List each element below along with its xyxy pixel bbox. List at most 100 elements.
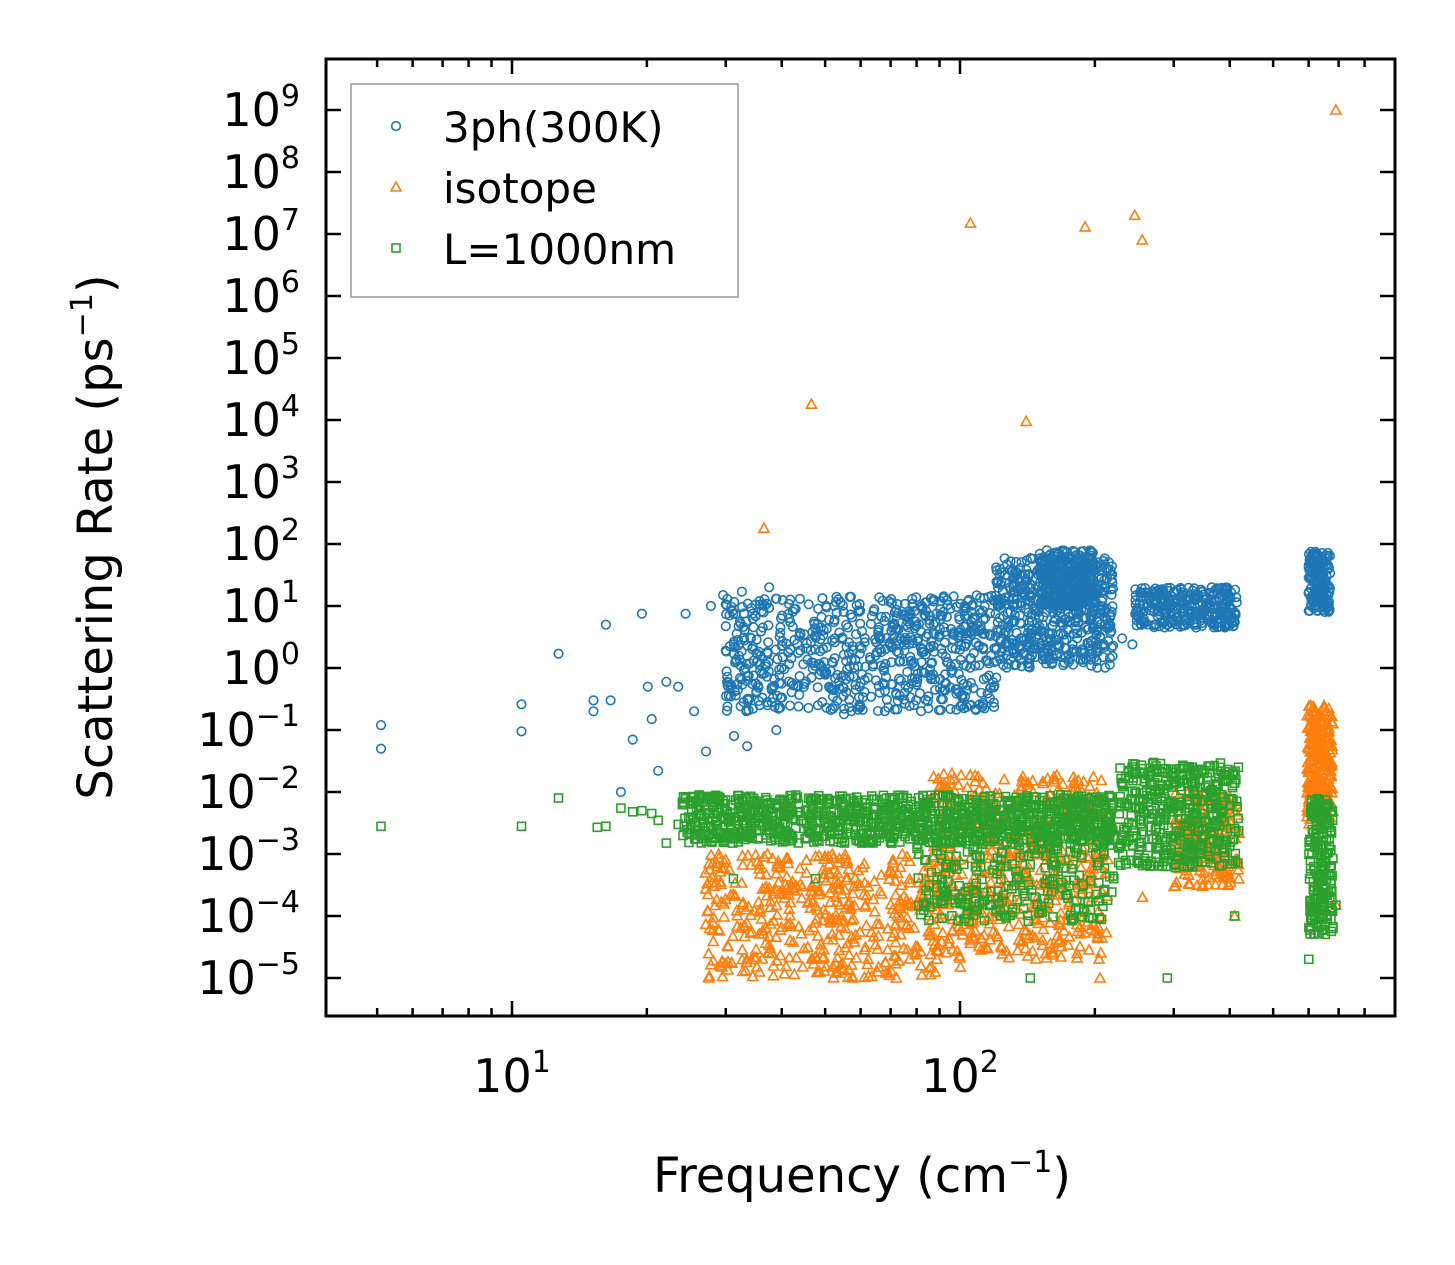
- data-point-triangle: [1135, 233, 1149, 245]
- data-point-circle: [939, 684, 950, 695]
- data-point-circle: [833, 676, 845, 687]
- data-point-circle: [1092, 642, 1103, 654]
- data-point-circle: [1014, 642, 1025, 653]
- data-point-triangle: [853, 925, 867, 937]
- data-point-circle: [756, 668, 767, 679]
- data-point-triangle: [897, 941, 911, 954]
- data-point-triangle: [793, 861, 807, 874]
- data-point-circle: [824, 682, 835, 693]
- data-point-circle: [794, 670, 805, 682]
- data-point-triangle: [1036, 922, 1050, 935]
- data-point-circle: [673, 681, 684, 692]
- data-point-circle: [775, 702, 786, 713]
- data-point-circle: [1201, 601, 1212, 612]
- data-point-circle: [936, 643, 947, 654]
- data-point-circle: [920, 611, 931, 622]
- data-point-circle: [760, 659, 772, 670]
- data-point-circle: [801, 638, 812, 649]
- data-point-circle: [731, 656, 742, 667]
- data-point-circle: [959, 691, 971, 702]
- data-point-circle: [991, 672, 1002, 683]
- data-point-circle: [995, 634, 1007, 645]
- data-point-circle: [878, 665, 890, 676]
- data-point-triangle: [889, 888, 902, 900]
- data-point-circle: [1136, 603, 1147, 615]
- data-point-circle: [1139, 582, 1151, 594]
- data-point-circle: [785, 594, 796, 605]
- data-point-circle: [615, 786, 627, 798]
- data-point-circle: [1104, 652, 1115, 664]
- data-point-circle: [994, 563, 1006, 574]
- data-point-circle: [1078, 612, 1089, 623]
- data-point-circle: [1089, 652, 1100, 663]
- data-point-triangle: [739, 903, 752, 915]
- series-3ph(300K): [375, 545, 1336, 798]
- data-point-circle: [908, 657, 919, 668]
- data-point-circle: [1305, 546, 1316, 557]
- data-point-circle: [769, 673, 780, 685]
- data-point-circle: [1085, 576, 1096, 587]
- data-point-circle: [1322, 600, 1333, 611]
- data-point-triangle: [942, 932, 956, 944]
- data-point-circle: [728, 636, 739, 648]
- data-point-circle: [766, 682, 777, 694]
- data-point-triangle: [712, 923, 726, 935]
- data-point-circle: [680, 608, 691, 619]
- data-point-circle: [955, 598, 966, 610]
- data-point-triangle: [749, 950, 763, 963]
- data-point-triangle: [781, 852, 795, 864]
- data-point-circle: [898, 694, 910, 705]
- data-point-triangle: [845, 930, 859, 942]
- data-point-circle: [978, 644, 989, 655]
- data-point-triangle: [881, 943, 895, 955]
- data-point-circle: [820, 600, 832, 612]
- data-point-circle: [734, 672, 746, 684]
- data-point-circle: [953, 668, 964, 680]
- data-point-triangle: [783, 950, 796, 963]
- data-point-circle: [1010, 569, 1021, 580]
- data-point-circle: [774, 664, 785, 675]
- data-point-triangle: [705, 875, 719, 888]
- data-point-triangle: [885, 930, 899, 942]
- data-point-triangle: [704, 848, 718, 860]
- data-point-circle: [1093, 572, 1104, 583]
- data-point-circle: [772, 654, 783, 665]
- data-point-circle: [790, 603, 801, 615]
- data-point-circle: [1005, 606, 1016, 618]
- data-point-circle: [1303, 605, 1314, 616]
- data-point-triangle: [759, 936, 773, 949]
- data-point-triangle: [922, 855, 936, 868]
- data-point-circle: [934, 631, 945, 642]
- data-point-circle: [747, 678, 758, 690]
- data-point-circle: [999, 577, 1011, 589]
- data-point-circle: [1131, 605, 1142, 617]
- data-point-circle: [1205, 600, 1216, 612]
- data-point-triangle: [842, 862, 855, 875]
- data-point-circle: [838, 709, 850, 720]
- data-point-triangle: [782, 883, 796, 896]
- data-point-circle: [879, 685, 891, 696]
- data-point-circle: [794, 593, 806, 605]
- data-point-circle: [605, 695, 616, 706]
- data-point-circle: [812, 682, 823, 693]
- data-point-triangle: [740, 916, 754, 928]
- data-point-circle: [892, 704, 903, 715]
- data-point-triangle: [1002, 919, 1016, 932]
- data-point-triangle: [858, 970, 871, 983]
- data-point-triangle: [757, 927, 770, 939]
- data-point-circle: [792, 681, 804, 692]
- data-point-triangle: [1082, 943, 1096, 955]
- data-point-circle: [1148, 595, 1159, 607]
- data-point-triangle: [889, 935, 902, 948]
- data-point-circle: [1036, 625, 1047, 636]
- data-point-triangle: [825, 927, 839, 940]
- data-point-circle: [1139, 617, 1150, 628]
- data-point-triangle: [954, 960, 967, 972]
- data-point-circle: [874, 592, 885, 603]
- data-point-circle: [375, 743, 387, 754]
- data-point-circle: [918, 646, 930, 657]
- data-point-circle: [844, 591, 855, 602]
- data-point-circle: [854, 606, 865, 617]
- data-point-circle: [752, 680, 764, 691]
- data-point-circle: [1318, 570, 1329, 581]
